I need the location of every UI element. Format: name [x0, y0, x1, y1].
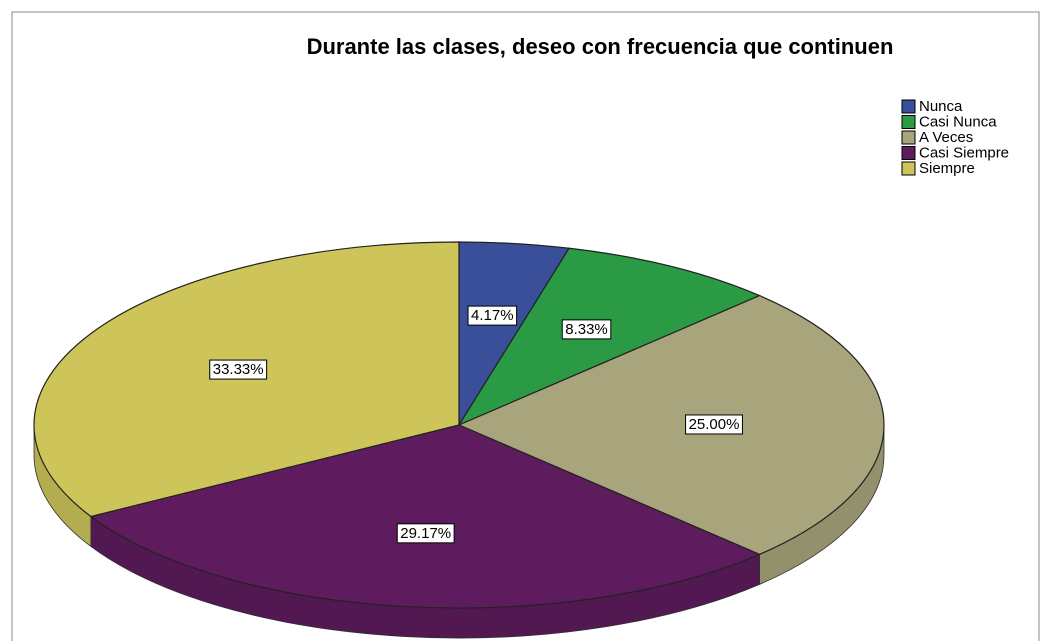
value-label-box [467, 305, 518, 326]
value-label: 29.17% [400, 525, 451, 542]
value-label-box [685, 414, 743, 435]
value-label-box [209, 359, 268, 380]
legend-label: Siempre [919, 160, 975, 177]
legend-label: Casi Siempre [919, 144, 1009, 161]
value-label-box [561, 319, 612, 340]
slice [89, 424, 762, 609]
chart-title: Durante las clases, deseo con frecuencia… [307, 34, 894, 59]
legend-swatch [901, 115, 916, 129]
legend-swatch [901, 161, 916, 176]
legend-label: A Veces [919, 129, 973, 146]
legend-label: Casi Nunca [919, 113, 997, 130]
slice-side-shade [34, 425, 91, 547]
slice-side-shade [759, 425, 884, 585]
value-label-box [396, 523, 455, 544]
slice-side-shade [90, 516, 760, 638]
slice [457, 294, 885, 556]
value-label: 4.17% [471, 307, 514, 324]
value-label: 33.33% [213, 361, 264, 378]
legend-label: Nunca [919, 98, 963, 115]
value-label: 8.33% [565, 321, 608, 338]
legend-swatch [901, 146, 916, 160]
legend-swatch [901, 99, 916, 114]
value-label: 25.00% [689, 416, 740, 433]
legend-swatch [901, 130, 916, 145]
